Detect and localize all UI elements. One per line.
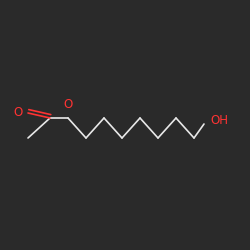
Text: OH: OH xyxy=(210,114,228,126)
Text: O: O xyxy=(64,98,72,112)
Text: O: O xyxy=(14,106,22,120)
